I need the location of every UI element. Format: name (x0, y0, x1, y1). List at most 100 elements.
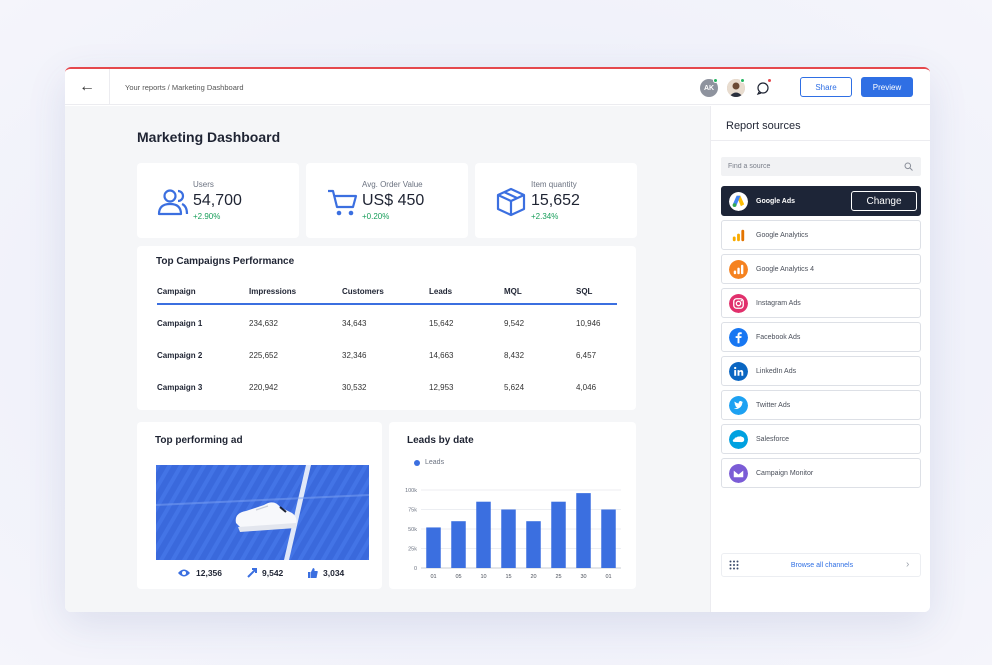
page-title: Marketing Dashboard (137, 129, 281, 145)
google-analytics-4-icon (729, 260, 748, 279)
views-stat: 12,356 (177, 568, 222, 578)
column-header[interactable]: SQL (576, 287, 593, 296)
notification-dot (767, 78, 772, 83)
kpi-value: 15,652 (531, 192, 580, 209)
table-cell: Campaign 1 (157, 319, 203, 328)
google-analytics-icon (732, 229, 745, 242)
source-name: Campaign Monitor (756, 470, 814, 477)
online-status-dot (713, 78, 718, 83)
comment-icon[interactable] (756, 81, 770, 95)
source-item-instagram-ads[interactable]: Instagram Ads (721, 288, 921, 318)
source-name: Twitter Ads (756, 402, 791, 409)
facebook-icon (729, 328, 748, 347)
users-icon (157, 189, 189, 216)
eye-icon (178, 569, 190, 577)
breadcrumb[interactable]: Your reports / Marketing Dashboard (125, 83, 244, 92)
thumbs-up-icon (308, 568, 318, 578)
table-cell: 4,046 (576, 383, 597, 392)
y-tick-label: 25k (408, 547, 417, 553)
y-tick-label: 0 (414, 566, 417, 572)
table-cell: 10,946 (576, 319, 601, 328)
leads-bar-chart: 0 25k 50k 75k 100k 01 05 10 15 20 25 30 01 (405, 488, 621, 580)
cart-icon (328, 189, 358, 216)
report-sources-panel: Report sources Google Ads Change Google (710, 106, 930, 612)
kpi-card-order-value[interactable]: Avg. Order Value US$ 450 +0.20% (306, 163, 468, 238)
kpi-card-item-quantity[interactable]: Item quantity 15,652 +2.34% (475, 163, 637, 238)
column-header[interactable]: MQL (504, 287, 522, 296)
bar (576, 493, 591, 568)
campaigns-table-card: Top Campaigns Performance Campaign Impre… (137, 246, 636, 410)
top-ad-title: Top performing ad (155, 435, 243, 446)
preview-button[interactable]: Preview (861, 77, 913, 97)
ad-stats: 12,356 9,542 3,034 (137, 568, 382, 582)
table-cell: Campaign 3 (157, 383, 203, 392)
y-tick-label: 100k (405, 488, 417, 494)
source-item-salesforce[interactable]: Salesforce (721, 424, 921, 454)
source-item-google-analytics-4[interactable]: Google Analytics 4 (721, 254, 921, 284)
y-tick-label: 75k (408, 508, 417, 514)
table-cell: 30,532 (342, 383, 367, 392)
table-cell: 14,663 (429, 351, 454, 360)
search-icon (904, 162, 913, 171)
x-tick-label: 25 (555, 574, 561, 580)
browse-label: Browse all channels (790, 562, 854, 569)
x-tick-label: 20 (530, 574, 536, 580)
header-underline (157, 303, 617, 305)
twitter-icon (729, 396, 748, 415)
x-tick-label: 30 (580, 574, 586, 580)
views-count: 12,356 (196, 568, 222, 578)
source-item-google-analytics[interactable]: Google Analytics (721, 220, 921, 250)
column-header[interactable]: Customers (342, 287, 384, 296)
avatar[interactable]: AK (700, 79, 718, 97)
table-cell: 225,652 (249, 351, 278, 360)
panel-title: Report sources (726, 120, 801, 132)
share-button[interactable]: Share (800, 77, 852, 97)
kpi-change: +2.34% (531, 212, 559, 221)
browse-all-channels-button[interactable]: Browse all channels › (721, 553, 921, 577)
back-arrow-icon[interactable]: ← (79, 78, 95, 95)
bar (601, 509, 616, 568)
column-header[interactable]: Campaign (157, 287, 196, 296)
source-name: Facebook Ads (756, 334, 801, 341)
source-item-google-ads[interactable]: Google Ads Change (721, 186, 921, 216)
grid-icon (729, 560, 739, 570)
source-name: Google Ads (756, 198, 796, 205)
column-header[interactable]: Leads (429, 287, 453, 296)
google-ads-icon (729, 192, 748, 211)
table-title: Top Campaigns Performance (156, 256, 295, 267)
chevron-right-icon: › (906, 559, 910, 570)
bar (551, 501, 566, 568)
table-cell: 15,642 (429, 319, 454, 328)
x-tick-label: 01 (605, 574, 611, 580)
top-ad-card: Top performing ad (137, 422, 382, 589)
kpi-label: Item quantity (531, 180, 577, 189)
table-cell: 9,542 (504, 319, 525, 328)
source-item-campaign-monitor[interactable]: Campaign Monitor (721, 458, 921, 488)
kpi-value: 54,700 (193, 192, 242, 209)
source-item-twitter-ads[interactable]: Twitter Ads (721, 390, 921, 420)
source-item-facebook-ads[interactable]: Facebook Ads (721, 322, 921, 352)
source-item-linkedin-ads[interactable]: LinkedIn Ads (721, 356, 921, 386)
source-name: LinkedIn Ads (756, 368, 797, 375)
bar (426, 527, 441, 568)
bar (501, 509, 516, 568)
table-cell: 6,457 (576, 351, 597, 360)
ad-image[interactable] (156, 465, 369, 560)
user-avatar[interactable] (727, 79, 745, 97)
y-tick-label: 50k (408, 527, 417, 533)
leads-chart-card: Leads by date Leads 0 25k 50k 75k 100k 01 05 10… (389, 422, 636, 589)
change-button[interactable]: Change (851, 191, 917, 211)
kpi-card-users[interactable]: Users 54,700 +2.90% (137, 163, 299, 238)
source-name: Google Analytics (756, 232, 809, 239)
table-cell: 5,624 (504, 383, 525, 392)
column-header[interactable]: Impressions (249, 287, 297, 296)
chart-title: Leads by date (407, 435, 474, 446)
source-search-input[interactable] (721, 157, 921, 176)
source-name: Google Analytics 4 (756, 266, 814, 273)
chart-legend: Leads (414, 459, 444, 466)
avatar-initials: AK (703, 84, 715, 92)
kpi-change: +0.20% (362, 212, 390, 221)
likes-count: 3,034 (323, 568, 345, 578)
panel-divider (711, 140, 930, 141)
bar (476, 501, 491, 568)
